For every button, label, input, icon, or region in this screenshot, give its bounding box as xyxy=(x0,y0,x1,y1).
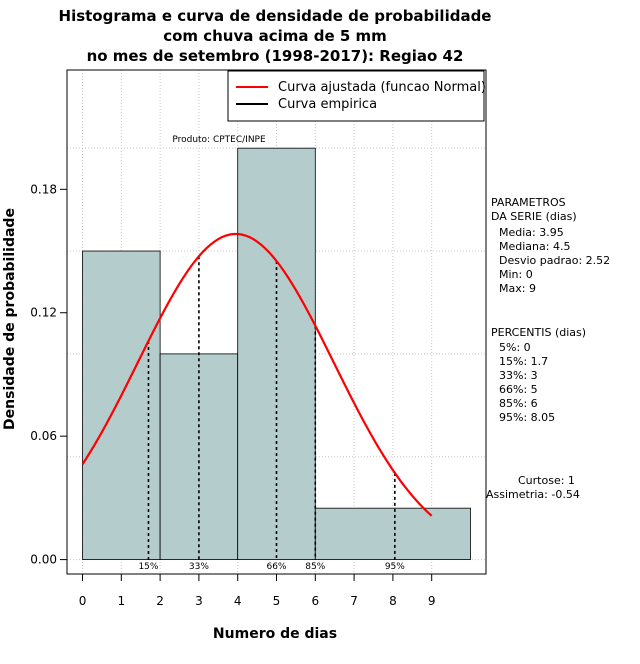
x-tick-label-9: 9 xyxy=(428,594,436,608)
param-max: Max: 9 xyxy=(499,282,536,295)
y-tick-label-2: 0.12 xyxy=(30,306,57,320)
y-axis-title: Densidade de probabilidade xyxy=(2,208,18,430)
x-tick-label-6: 6 xyxy=(311,594,319,608)
x-tick-label-2: 2 xyxy=(156,594,164,608)
x-tick-label-8: 8 xyxy=(389,594,397,608)
x-tick-label-5: 5 xyxy=(273,594,281,608)
percentile-label-4: 95% xyxy=(385,562,405,572)
percentile-label-0: 15% xyxy=(138,562,158,572)
legend-box xyxy=(227,70,485,122)
chart-title-line-3: no mes de setembro (1998-2017): Regiao 4… xyxy=(87,47,464,65)
percentile-lines: 15% 33% 66% 85% 95% xyxy=(138,256,405,572)
percentil-5: 5%: 0 xyxy=(499,341,531,354)
y-tick-label-0: 0.00 xyxy=(30,553,57,567)
chart-title-line-1: Histograma e curva de densidade de proba… xyxy=(59,7,492,25)
parametros-panel: PARAMETROS DA SERIE (dias) Media: 3.95 M… xyxy=(491,196,610,295)
parametros-heading-1: PARAMETROS xyxy=(491,196,566,209)
legend: Curva ajustada (funcao Normal) Curva emp… xyxy=(227,70,486,122)
x-tick-label-0: 0 xyxy=(79,594,87,608)
normal-curve xyxy=(81,232,433,517)
percentile-label-1: 33% xyxy=(189,562,209,572)
param-media: Media: 3.95 xyxy=(499,226,564,239)
percentil-15: 15%: 1.7 xyxy=(499,355,548,368)
assimetria-text: Assimetria: -0.54 xyxy=(486,488,580,501)
parametros-heading-2: DA SERIE (dias) xyxy=(491,210,577,223)
x-tick-label-4: 4 xyxy=(234,594,242,608)
y-tick-label-3: 0.18 xyxy=(30,182,57,196)
axes: 0 1 2 3 4 5 6 7 8 9 0.00 0.06 0.12 0.18 xyxy=(30,69,487,608)
chart-title-line-2: com chuva acima de 5 mm xyxy=(163,27,387,45)
curtose-text: Curtose: 1 xyxy=(518,474,575,487)
percentil-66: 66%: 5 xyxy=(499,383,538,396)
y-tick-label-1: 0.06 xyxy=(30,429,57,443)
histogram-bar-0 xyxy=(82,250,161,561)
normal-curve-path xyxy=(81,232,433,517)
percentile-label-3: 85% xyxy=(305,562,325,572)
histogram-bar-3 xyxy=(314,507,471,560)
x-tick-label-1: 1 xyxy=(117,594,125,608)
x-tick-label-7: 7 xyxy=(350,594,358,608)
param-desvio: Desvio padrao: 2.52 xyxy=(499,254,610,267)
legend-label-normal: Curva ajustada (funcao Normal) xyxy=(278,80,486,95)
x-axis-title: Numero de dias xyxy=(213,626,337,642)
percentil-95: 95%: 8.05 xyxy=(499,411,555,424)
legend-label-empirical: Curva empirica xyxy=(278,97,377,112)
percentil-85: 85%: 6 xyxy=(499,397,538,410)
shape-panel: Curtose: 1 Assimetria: -0.54 xyxy=(486,474,580,501)
percentile-label-2: 66% xyxy=(266,562,286,572)
product-credit: Produto: CPTEC/INPE xyxy=(172,135,266,145)
percentis-panel: PERCENTIS (dias) 5%: 0 15%: 1.7 33%: 3 6… xyxy=(491,326,586,424)
x-tick-label-3: 3 xyxy=(195,594,203,608)
param-mediana: Mediana: 4.5 xyxy=(499,240,570,253)
percentis-heading: PERCENTIS (dias) xyxy=(491,326,586,339)
percentil-33: 33%: 3 xyxy=(499,369,538,382)
param-min: Min: 0 xyxy=(499,268,533,281)
